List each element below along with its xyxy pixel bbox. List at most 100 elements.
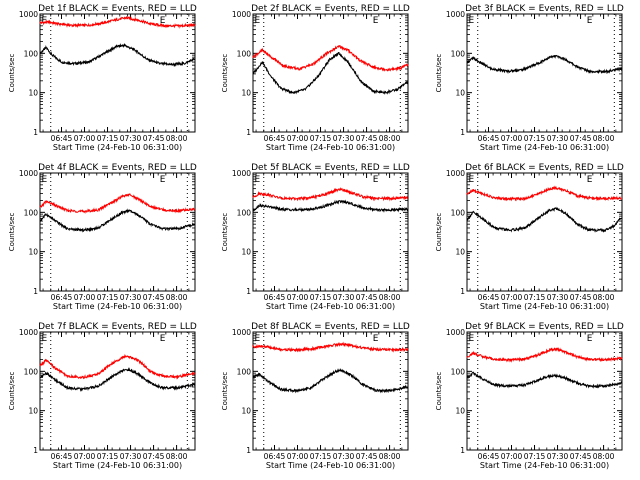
y-axis-label: Counts/sec [8, 213, 16, 252]
series-line-events [39, 208, 196, 233]
y-tick-label: 1 [460, 287, 465, 296]
x-tick-label: 07:15 [310, 452, 332, 461]
y-tick-label: 10 [455, 407, 465, 416]
series-line-lld [39, 353, 196, 380]
y-tick-label: 1 [460, 128, 465, 137]
x-tick-label: 07:30 [120, 293, 142, 302]
y-tick-label: 10 [28, 407, 38, 416]
panel-title: Det 3f BLACK = Events, RED = LLD [465, 4, 624, 14]
x-tick-label: 07:45 [356, 134, 378, 143]
x-tick-label: 07:45 [570, 452, 592, 461]
panel-title: Det 6f BLACK = Events, RED = LLD [465, 163, 624, 173]
series-line-events [466, 371, 623, 389]
x-tick-label: 06:45 [264, 293, 286, 302]
x-tick-label: 08:00 [166, 134, 188, 143]
x-tick-label: 07:15 [97, 134, 119, 143]
marker-e: E [587, 16, 593, 26]
x-tick-label: 07:15 [97, 293, 119, 302]
x-tick-label: 08:00 [379, 293, 401, 302]
series-line-lld [252, 341, 409, 353]
marker-e: E [160, 16, 166, 26]
x-tick-label: 07:15 [524, 293, 546, 302]
x-tick-label: 07:45 [570, 134, 592, 143]
y-axis-label: Counts/sec [221, 372, 229, 411]
x-tick-label: 07:15 [524, 134, 546, 143]
series-line-events [252, 367, 409, 394]
series-line-events [39, 367, 196, 392]
panel-det-7: Det 7f BLACK = Events, RED = LLD 1 10 100 10… [8, 322, 197, 470]
y-tick-label: 1 [33, 287, 38, 296]
y-tick-label: 1 [246, 446, 251, 455]
y-tick-label: 1 [246, 128, 251, 137]
plot-frame [252, 331, 409, 451]
panel-title: Det 4f BLACK = Events, RED = LLD [38, 163, 197, 173]
x-tick-label: 06:45 [478, 452, 500, 461]
y-tick-label: 10 [28, 89, 38, 98]
x-tick-label: 07:15 [310, 293, 332, 302]
y-tick-label: 1 [33, 128, 38, 137]
x-tick-label: 08:00 [166, 452, 188, 461]
x-tick-label: 08:00 [593, 452, 615, 461]
y-axis-label: Counts/sec [435, 372, 443, 411]
plot-frame [39, 331, 196, 451]
y-tick-label: 1000 [19, 169, 38, 178]
x-tick-label: 07:45 [356, 452, 378, 461]
x-tick-label: 07:00 [501, 293, 523, 302]
x-tick-label: 07:45 [143, 293, 165, 302]
x-tick-label: 06:45 [264, 134, 286, 143]
y-tick-label: 1 [246, 287, 251, 296]
y-tick-label: 1000 [446, 10, 465, 19]
series-line-lld [252, 186, 409, 202]
marker-e: E [160, 334, 166, 344]
panel-det-4: Det 4f BLACK = Events, RED = LLD 1 10 100 10… [8, 163, 197, 311]
y-tick-label: 1000 [232, 10, 251, 19]
marker-e: E [373, 334, 379, 344]
plot-frame [39, 172, 196, 292]
y-tick-label: 10 [455, 89, 465, 98]
marker-e: E [255, 334, 261, 344]
panel-det-2: Det 2f BLACK = Events, RED = LLD 1 10 100 10… [221, 4, 410, 152]
panel-title: Det 7f BLACK = Events, RED = LLD [38, 322, 197, 332]
panel-title: Det 5f BLACK = Events, RED = LLD [251, 163, 410, 173]
series-line-lld [39, 15, 196, 29]
series-line-lld [466, 346, 623, 363]
marker-e: E [42, 16, 48, 26]
x-tick-label: 07:00 [287, 134, 309, 143]
x-axis-label: Start Time (24-Feb-10 06:31:00) [53, 461, 182, 470]
series-line-events [39, 43, 196, 67]
x-axis-label: Start Time (24-Feb-10 06:31:00) [266, 143, 395, 152]
series-line-lld [466, 185, 623, 202]
x-tick-label: 07:00 [74, 293, 96, 302]
x-tick-label: 07:45 [356, 293, 378, 302]
panel-title: Det 9f BLACK = Events, RED = LLD [465, 322, 624, 332]
y-axis-label: Counts/sec [221, 54, 229, 93]
plot-frame [466, 13, 623, 133]
x-tick-label: 07:30 [333, 134, 355, 143]
x-axis-label: Start Time (24-Feb-10 06:31:00) [480, 302, 609, 311]
y-tick-label: 10 [241, 248, 251, 257]
marker-e: E [373, 175, 379, 185]
marker-e: E [587, 334, 593, 344]
y-tick-label: 10 [241, 89, 251, 98]
panel-title: Det 1f BLACK = Events, RED = LLD [38, 4, 197, 14]
panel-det-1: Det 1f BLACK = Events, RED = LLD 1 10 100 10… [8, 4, 197, 152]
y-axis-label: Counts/sec [435, 54, 443, 93]
y-tick-label: 10 [455, 248, 465, 257]
y-tick-label: 1000 [19, 10, 38, 19]
y-tick-label: 100 [24, 208, 39, 217]
x-tick-label: 07:15 [97, 452, 119, 461]
y-tick-label: 1000 [19, 328, 38, 337]
x-tick-label: 06:45 [51, 134, 73, 143]
x-tick-label: 07:00 [74, 452, 96, 461]
marker-e: E [373, 16, 379, 26]
x-tick-label: 07:30 [547, 452, 569, 461]
marker-e: E [42, 175, 48, 185]
x-tick-label: 07:00 [501, 452, 523, 461]
y-tick-label: 1 [33, 446, 38, 455]
x-tick-label: 07:45 [570, 293, 592, 302]
x-tick-label: 07:30 [120, 134, 142, 143]
panel-det-5: Det 5f BLACK = Events, RED = LLD 1 10 100 10… [221, 163, 410, 311]
marker-e: E [469, 334, 475, 344]
x-tick-label: 07:30 [333, 452, 355, 461]
